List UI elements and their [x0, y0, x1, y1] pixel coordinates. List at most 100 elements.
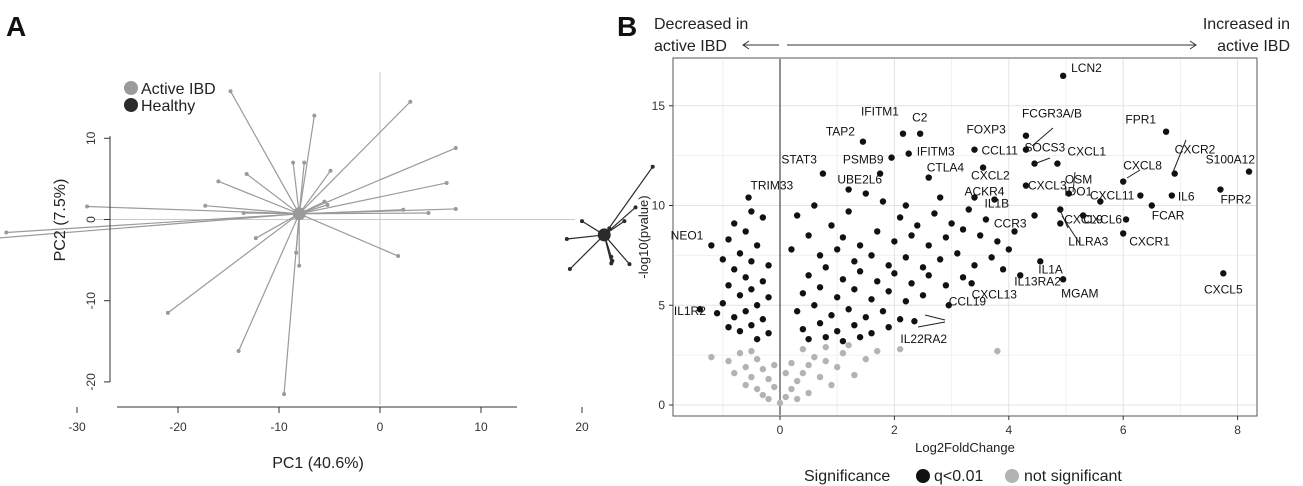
pca-point-healthy	[580, 219, 584, 224]
volcano-point-significant	[765, 262, 772, 269]
gene-label-cxcl11: CXCL11	[1090, 189, 1135, 203]
volcano-point-not-significant	[994, 347, 1001, 355]
volcano-point-significant	[811, 302, 818, 309]
volcano-point-significant	[845, 186, 852, 193]
volcano-point-not-significant	[822, 357, 829, 365]
pca-y-axis-label: PC2 (7.5%)	[52, 179, 69, 262]
pca-point-active-ibd	[85, 204, 90, 209]
volcano-point-not-significant	[816, 373, 824, 381]
volcano-point-significant	[977, 232, 984, 239]
volcano-point-cxcl6	[1122, 216, 1130, 223]
volcano-point-significant	[948, 220, 955, 227]
volcano-point-significant	[1011, 228, 1018, 235]
volcano-point-significant	[988, 254, 995, 261]
volcano-point-significant	[954, 250, 961, 257]
volcano-point-significant	[851, 286, 858, 293]
leader-line-il22ra2	[917, 321, 946, 328]
volcano-point-fpr2	[1217, 186, 1224, 193]
volcano-point-ifitm1	[899, 130, 907, 137]
pca-y-tick-label: 10	[84, 131, 98, 145]
pca-spoke-active-ibd	[299, 208, 456, 215]
pca-point-active-ibd	[322, 199, 327, 204]
pca-point-healthy	[650, 164, 655, 169]
pca-point-active-ibd	[453, 146, 458, 151]
pca-spoke-active-ibd	[255, 213, 300, 239]
pca-spoke-active-ibd	[298, 115, 315, 214]
volcano-point-significant	[862, 314, 869, 321]
volcano-point-significant	[759, 214, 767, 221]
leader-line-socs3	[1033, 157, 1051, 165]
gene-label-lcn2: LCN2	[1071, 61, 1102, 75]
volcano-point-significant	[868, 252, 875, 259]
volcano-point-significant	[805, 335, 812, 343]
gene-label-c2: C2	[912, 111, 928, 125]
volcano-point-significant	[828, 312, 835, 319]
pca-x-axis-label: PC1 (40.6%)	[272, 455, 364, 472]
volcano-point-significant	[839, 234, 847, 241]
pca-point-healthy	[633, 205, 638, 210]
volcano-legend: Significance q<0.01 not significant	[804, 468, 1122, 485]
volcano-y-ticks: 0 5 10 15	[652, 99, 673, 412]
volcano-y-tick-label: 5	[658, 298, 665, 312]
volcano-point-il1r2	[696, 306, 704, 313]
volcano-point-not-significant	[793, 395, 801, 403]
volcano-point-not-significant	[805, 361, 812, 369]
volcano-point-significant	[748, 208, 755, 215]
volcano-point-significant	[868, 329, 875, 337]
volcano-point-significant	[793, 308, 801, 315]
pca-x-tick-label: 0	[377, 420, 384, 434]
gene-label-ccr3: CCR3	[994, 216, 1027, 230]
pca-spoke-active-ibd	[167, 213, 300, 314]
volcano-point-lilra3	[1057, 220, 1064, 227]
volcano-point-not-significant	[753, 385, 761, 393]
leader-line-cxcr2	[1172, 139, 1187, 173]
gene-label-il1r2: IL1R2	[674, 304, 706, 318]
volcano-point-not-significant	[845, 341, 852, 349]
direction-arrow-right	[787, 40, 1197, 50]
pca-spoke-active-ibd	[298, 213, 399, 257]
pca-centroid-active-ibd	[292, 207, 306, 221]
volcano-point-significant	[725, 323, 732, 331]
legend-swatch-active-ibd	[124, 81, 138, 95]
volcano-point-significant	[839, 276, 847, 283]
gene-label-s100a12: S100A12	[1206, 153, 1256, 167]
gene-label-fcar: FCAR	[1152, 209, 1185, 223]
volcano-point-significant	[994, 238, 1001, 245]
volcano-point-stat3	[819, 170, 827, 177]
volcano-point-significant	[942, 234, 950, 241]
volcano-point-significant	[959, 226, 967, 233]
volcano-point-not-significant	[793, 377, 801, 385]
gene-label-ctla4: CTLA4	[927, 161, 965, 175]
volcano-point-significant	[748, 322, 755, 329]
volcano-point-ido1	[1097, 198, 1104, 205]
volcano-point-significant	[936, 256, 944, 263]
pca-point-active-ibd	[408, 99, 413, 104]
pca-spoke-active-ibd	[298, 162, 305, 214]
volcano-point-not-significant	[725, 357, 732, 365]
volcano-point-significant	[736, 292, 744, 299]
legend-swatch-healthy	[124, 98, 138, 112]
pca-x-tick-label: -10	[270, 420, 288, 434]
gene-label-ube2l6: UBE2L6	[837, 173, 882, 187]
pca-centroid-healthy	[597, 228, 611, 242]
volcano-point-not-significant	[759, 391, 767, 399]
pca-point-active-ibd	[282, 392, 287, 397]
gene-label-fcgr3a-b: FCGR3A/B	[1022, 107, 1082, 121]
volcano-point-foxp3	[971, 146, 978, 153]
pca-point-active-ibd	[203, 203, 208, 208]
volcano-point-not-significant	[736, 349, 744, 357]
volcano-point-significant	[742, 228, 749, 235]
volcano-point-cxcl8	[1120, 178, 1127, 185]
volcano-y-tick-label: 15	[652, 99, 666, 113]
pca-spoke-active-ibd	[298, 101, 411, 215]
volcano-point-mgam	[1059, 276, 1067, 283]
legend-label-active-ibd: Active IBD	[141, 81, 216, 98]
pca-spoke-active-ibd	[6, 213, 300, 234]
volcano-point-significant	[959, 274, 967, 281]
volcano-point-not-significant	[753, 355, 761, 363]
pca-x-tick-label: -20	[169, 420, 187, 434]
gene-label-cxcl5: CXCL5	[1204, 282, 1243, 296]
panel-b-letter: B	[617, 11, 637, 42]
